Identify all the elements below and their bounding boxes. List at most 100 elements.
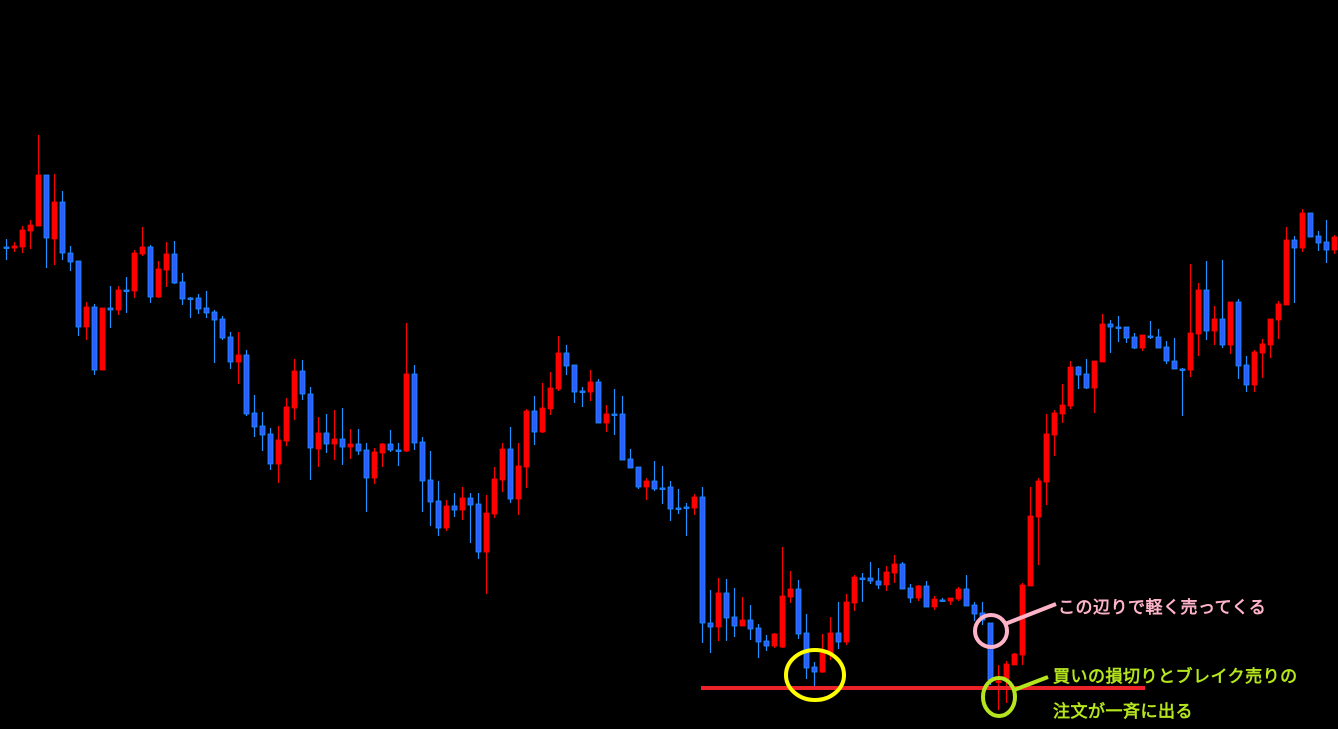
candle-148-bullish	[1187, 264, 1194, 377]
annotation-stop-and-break-line1: 買いの損切りとブレイク売りの	[1053, 667, 1298, 687]
candle-57-bullish	[459, 487, 466, 520]
candle-body	[707, 622, 714, 628]
candle-body	[235, 354, 242, 363]
break-zone-pointer	[1013, 675, 1049, 692]
candle-80-bullish	[643, 478, 650, 500]
candle-body	[1219, 318, 1226, 346]
candle-143-bearish	[1147, 321, 1154, 339]
candle-body	[1027, 515, 1034, 587]
candle-78-bearish	[627, 449, 634, 469]
candle-body	[427, 479, 434, 503]
candle-body	[1275, 303, 1282, 321]
candle-49-bearish	[395, 443, 402, 466]
candle-56-bearish	[451, 493, 458, 517]
candle-body	[835, 632, 842, 643]
candle-75-bullish	[603, 405, 610, 432]
candle-112-bearish	[899, 562, 906, 590]
candle-body	[171, 253, 178, 284]
candle-body	[659, 487, 666, 490]
candle-23-bearish	[187, 297, 194, 318]
candle-88-bearish	[707, 590, 714, 653]
candle-55-bullish	[443, 500, 450, 531]
candle-body	[155, 268, 162, 298]
candle-body	[1259, 343, 1266, 354]
candle-body	[795, 588, 802, 635]
candle-90-bearish	[723, 579, 730, 641]
candle-70-bearish	[563, 345, 570, 375]
candle-94-bearish	[755, 624, 762, 658]
candle-body	[595, 381, 602, 424]
candle-3-bullish	[27, 220, 34, 249]
candle-162-bullish	[1299, 209, 1306, 252]
candle-106-bullish	[851, 575, 858, 611]
candle-137-bullish	[1099, 314, 1106, 363]
candle-body	[827, 632, 834, 654]
candle-body	[739, 619, 746, 627]
candle-95-bearish	[763, 635, 770, 651]
candle-154-bearish	[1235, 299, 1242, 379]
candle-body	[867, 577, 874, 582]
candle-body	[635, 466, 642, 488]
candle-body	[275, 439, 282, 465]
candle-body	[627, 458, 634, 469]
candle-117-bearish	[939, 598, 946, 602]
candle-136-bullish	[1091, 360, 1098, 413]
candle-37-bearish	[299, 360, 306, 400]
candle-130-bullish	[1043, 414, 1050, 505]
candle-51-bearish	[411, 365, 418, 450]
candle-body	[1059, 404, 1066, 415]
candle-body	[419, 441, 426, 482]
selling-zone-pointer	[1004, 602, 1057, 626]
candle-2-bullish	[19, 226, 26, 253]
candle-body	[51, 201, 58, 240]
candle-63-bearish	[507, 427, 514, 503]
candle-body	[387, 443, 394, 451]
candle-body	[987, 622, 994, 681]
candle-72-bearish	[579, 387, 586, 407]
candle-body	[1003, 663, 1010, 680]
candle-85-bearish	[683, 503, 690, 536]
candle-body	[843, 601, 850, 643]
candle-body	[1147, 335, 1154, 338]
annotation-stop-and-break-line2: 注文が一斉に出る	[1053, 702, 1193, 722]
candle-0-bearish	[3, 239, 10, 260]
candle-92-bullish	[739, 597, 746, 627]
candle-body	[931, 598, 938, 608]
candle-44-bearish	[355, 429, 362, 455]
candle-6-bullish	[51, 174, 58, 265]
candle-body	[731, 616, 738, 627]
candle-body	[3, 246, 10, 249]
candle-body	[395, 449, 402, 452]
candle-132-bullish	[1059, 384, 1066, 423]
candle-body	[755, 627, 762, 643]
candle-45-bearish	[363, 443, 370, 512]
candle-body	[379, 443, 386, 454]
candle-body	[187, 297, 194, 300]
candle-10-bullish	[83, 302, 90, 340]
candle-81-bearish	[651, 461, 658, 491]
candle-43-bullish	[347, 429, 354, 459]
candle-body	[947, 597, 954, 602]
candle-48-bearish	[387, 430, 394, 452]
candle-121-bearish	[971, 602, 978, 621]
candle-161-bearish	[1291, 236, 1298, 303]
candle-body	[1235, 301, 1242, 367]
candle-156-bullish	[1251, 350, 1258, 392]
candle-body	[1187, 332, 1194, 371]
candle-body	[1155, 336, 1162, 349]
candle-68-bullish	[547, 372, 554, 415]
candle-140-bearish	[1123, 326, 1130, 343]
candle-69-bullish	[555, 336, 562, 391]
candle-20-bullish	[163, 242, 170, 287]
candle-body	[859, 577, 866, 580]
candle-87-bearish	[699, 487, 706, 643]
candle-body	[11, 245, 18, 249]
candle-body	[315, 432, 322, 450]
candle-body	[363, 449, 370, 479]
candle-40-bearish	[323, 414, 330, 453]
candle-145-bearish	[1163, 341, 1170, 364]
candle-body	[411, 373, 418, 444]
candle-body	[1171, 360, 1178, 370]
candle-83-bearish	[667, 481, 674, 521]
candle-body	[571, 364, 578, 393]
